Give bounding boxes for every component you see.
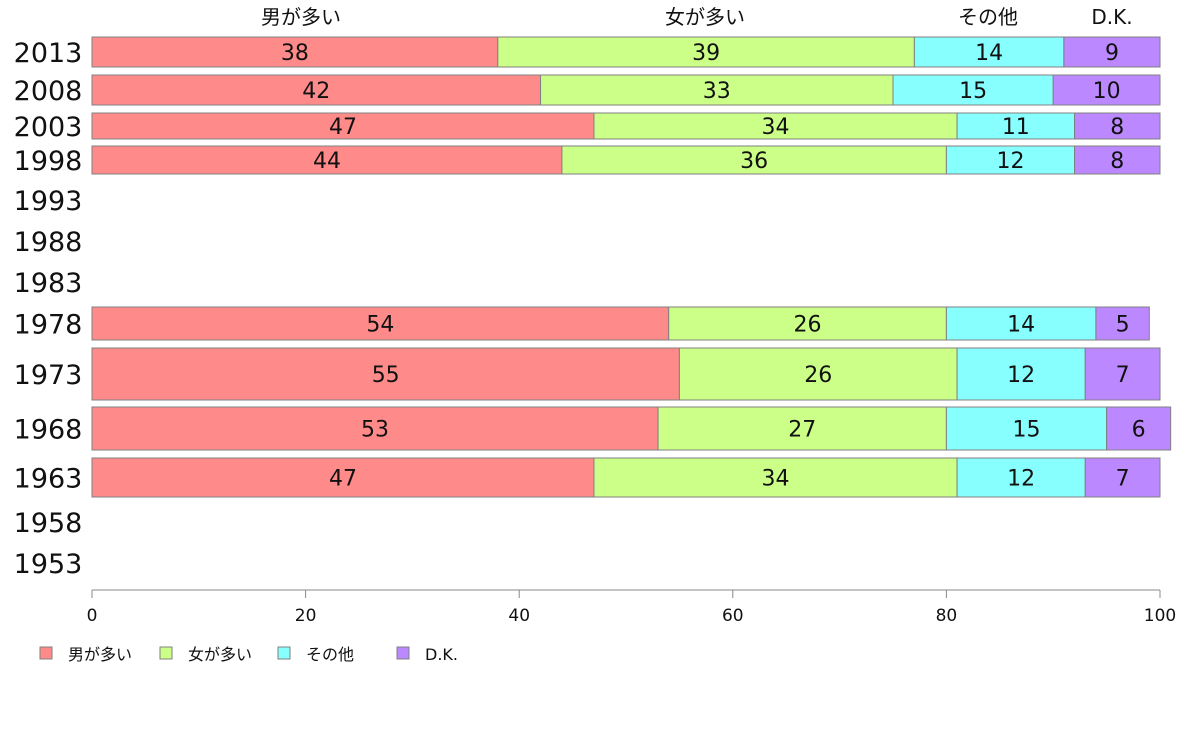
data-label: 8 xyxy=(1110,115,1124,140)
bar-segment xyxy=(91,457,595,498)
year-label: 1993 xyxy=(14,186,83,217)
bar-segment xyxy=(497,36,915,68)
x-tick-label: 80 xyxy=(936,606,958,626)
year-label: 1963 xyxy=(14,464,83,495)
year-label: 2013 xyxy=(14,38,83,69)
data-label: 34 xyxy=(762,115,790,140)
year-label: 1983 xyxy=(14,268,83,299)
year-label: 1998 xyxy=(14,146,83,177)
data-label: 7 xyxy=(1116,363,1130,388)
legend-swatch xyxy=(39,646,53,660)
legend-label: D.K. xyxy=(425,645,458,664)
data-label: 12 xyxy=(1007,363,1035,388)
header-label: 女が多い xyxy=(665,5,745,29)
data-label: 15 xyxy=(959,79,987,104)
data-label: 38 xyxy=(281,41,309,66)
year-label: 1953 xyxy=(14,549,83,580)
bar-segment xyxy=(1084,457,1161,498)
year-label: 1958 xyxy=(14,508,83,539)
bar-segment xyxy=(1095,306,1150,341)
bar-segment xyxy=(1084,347,1161,401)
data-label: 14 xyxy=(975,41,1003,66)
year-label: 2008 xyxy=(14,76,83,107)
bar-segment xyxy=(91,347,680,401)
bar-segment xyxy=(956,457,1086,498)
data-label: 11 xyxy=(1002,115,1030,140)
data-label: 53 xyxy=(361,418,389,443)
bar-segment xyxy=(540,74,894,106)
bar-segment xyxy=(91,306,670,341)
data-label: 15 xyxy=(1013,418,1041,443)
data-label: 12 xyxy=(996,149,1024,174)
bar-segment xyxy=(91,112,595,140)
data-label: 47 xyxy=(329,467,357,492)
data-label: 34 xyxy=(762,467,790,492)
data-label: 26 xyxy=(794,313,822,338)
data-label: 14 xyxy=(1007,313,1035,338)
data-label: 26 xyxy=(804,363,832,388)
legend-label: 女が多い xyxy=(188,645,252,664)
legend-swatch xyxy=(396,646,410,660)
bar-segment xyxy=(945,306,1097,341)
legend-label: その他 xyxy=(306,645,354,664)
bar-segment xyxy=(1052,74,1161,106)
bar-segment xyxy=(1063,36,1161,68)
data-label: 8 xyxy=(1110,149,1124,174)
data-label: 9 xyxy=(1105,41,1119,66)
bar-segment xyxy=(91,74,542,106)
header-label: その他 xyxy=(958,5,1018,29)
data-label: 12 xyxy=(1007,467,1035,492)
data-label: 7 xyxy=(1116,467,1130,492)
year-label: 1973 xyxy=(14,360,83,391)
data-label: 54 xyxy=(366,313,394,338)
bar-segment xyxy=(913,36,1065,68)
data-label: 27 xyxy=(788,418,816,443)
legend-label: 男が多い xyxy=(68,645,132,664)
x-tick-label: 0 xyxy=(87,606,98,626)
bar-segment xyxy=(1074,145,1161,175)
data-label: 47 xyxy=(329,115,357,140)
data-label: 44 xyxy=(313,149,341,174)
data-label: 10 xyxy=(1093,79,1121,104)
bar-segment xyxy=(1106,406,1172,451)
year-label: 1968 xyxy=(14,415,83,446)
data-label: 39 xyxy=(692,41,720,66)
bar-segment xyxy=(91,406,659,451)
data-label: 42 xyxy=(302,79,330,104)
bar-segment xyxy=(91,36,499,68)
legend-swatch xyxy=(159,646,173,660)
header-label: D.K. xyxy=(1091,5,1132,29)
data-label: 55 xyxy=(372,363,400,388)
bar-segment xyxy=(561,145,947,175)
bar-segment xyxy=(892,74,1054,106)
bar-segment xyxy=(945,406,1108,451)
header-label: 男が多い xyxy=(261,5,341,29)
x-tick-label: 20 xyxy=(295,606,317,626)
year-label: 1988 xyxy=(14,227,83,258)
data-label: 5 xyxy=(1116,313,1130,338)
x-tick-label: 100 xyxy=(1144,606,1176,626)
bar-segment xyxy=(1074,112,1161,140)
legend-swatch xyxy=(277,646,291,660)
bar-segment xyxy=(91,145,563,175)
data-label: 36 xyxy=(740,149,768,174)
data-label: 33 xyxy=(703,79,731,104)
data-label: 6 xyxy=(1132,418,1146,443)
bar-segment xyxy=(678,347,958,401)
x-tick-label: 40 xyxy=(508,606,530,626)
bar-segment xyxy=(668,306,947,341)
bar-segment xyxy=(956,347,1086,401)
bar-segment xyxy=(593,112,958,140)
x-tick-label: 60 xyxy=(722,606,744,626)
year-label: 1978 xyxy=(14,310,83,341)
year-label: 2003 xyxy=(14,112,83,143)
